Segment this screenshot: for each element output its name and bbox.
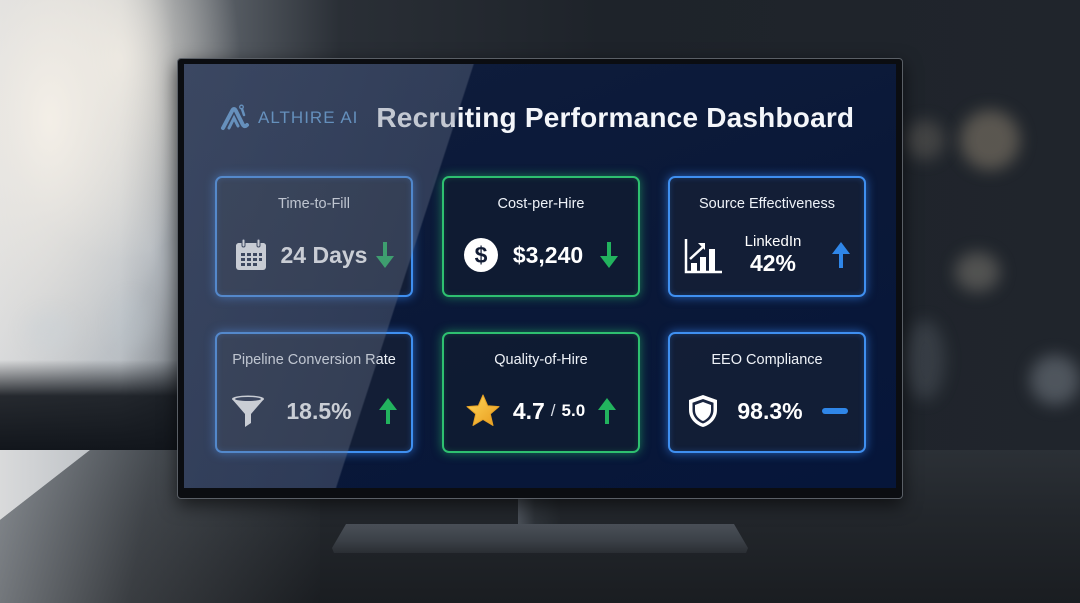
card-value: $3,240	[512, 241, 584, 268]
svg-text:$: $	[474, 242, 487, 268]
card-label: Cost-per-Hire	[497, 196, 585, 212]
trend-flat-dash-icon	[821, 408, 848, 414]
card-label: Time-to-Fill	[278, 196, 350, 212]
card-body: LinkedIn 42%	[670, 226, 864, 284]
trend-up-arrow-icon	[832, 242, 851, 268]
bokeh-light	[905, 120, 945, 160]
bokeh-light	[905, 320, 945, 400]
card-body: 18.5%	[217, 386, 411, 436]
kpi-card-quality-of-hire[interactable]: Quality-of-Hire 4.7 / 5.0	[442, 332, 640, 453]
althire-logo-icon	[221, 104, 249, 130]
card-value: 4.7	[512, 397, 545, 424]
card-label: Source Effectiveness	[699, 196, 835, 212]
dollar-icon: $	[463, 238, 498, 272]
funnel-icon	[232, 395, 265, 427]
bokeh-light	[1030, 355, 1080, 405]
card-label: EEO Compliance	[711, 352, 823, 368]
kpi-card-pipeline-conversion-rate[interactable]: Pipeline Conversion Rate 18.5%	[215, 332, 413, 453]
calendar-icon	[235, 238, 266, 270]
card-body: $ $3,240	[444, 230, 638, 280]
monitor: ALTHIRE AI Recruiting Performance Dashbo…	[177, 58, 903, 499]
brand-name: ALTHIRE AI	[258, 108, 359, 127]
monitor-stand-base	[332, 524, 748, 553]
card-value: 24 Days	[280, 241, 368, 268]
card-body: 24 Days	[217, 230, 411, 280]
card-value: 98.3%	[737, 397, 803, 424]
card-value: 42%	[749, 250, 797, 276]
rating-max: 5.0	[561, 401, 586, 420]
source-name: LinkedIn	[744, 233, 802, 250]
page-title: Recruiting Performance Dashboard	[376, 102, 855, 133]
bokeh-light	[960, 110, 1020, 170]
shield-icon	[689, 395, 718, 427]
card-body: 98.3%	[670, 386, 864, 436]
star-icon	[466, 394, 500, 426]
bokeh-light	[955, 252, 1000, 292]
bokeh-light	[25, 310, 75, 350]
rating-separator: /	[550, 401, 556, 420]
dashboard-screen: ALTHIRE AI Recruiting Performance Dashbo…	[184, 64, 896, 488]
bar-chart-growth-icon	[684, 239, 722, 274]
source-stat: LinkedIn 42%	[745, 233, 802, 277]
kpi-card-source-effectiveness[interactable]: Source Effectiveness LinkedIn 42%	[668, 176, 866, 297]
trend-down-arrow-icon	[600, 242, 619, 268]
kpi-card-eeo-compliance[interactable]: EEO Compliance 98.3%	[668, 332, 866, 453]
background-shelf	[0, 360, 180, 450]
kpi-card-cost-per-hire[interactable]: Cost-per-Hire $ $3,240	[442, 176, 640, 297]
card-value: 18.5%	[286, 397, 352, 424]
card-label: Pipeline Conversion Rate	[232, 352, 396, 368]
card-body: 4.7 / 5.0	[444, 386, 638, 436]
trend-down-arrow-icon	[376, 242, 395, 268]
trend-up-arrow-icon	[378, 398, 397, 424]
dashboard-header: ALTHIRE AI Recruiting Performance Dashbo…	[220, 98, 854, 138]
bokeh-light	[110, 295, 150, 350]
kpi-card-time-to-fill[interactable]: Time-to-Fill 24 Days	[215, 176, 413, 297]
trend-up-arrow-icon	[598, 398, 617, 424]
card-label: Quality-of-Hire	[494, 352, 588, 368]
